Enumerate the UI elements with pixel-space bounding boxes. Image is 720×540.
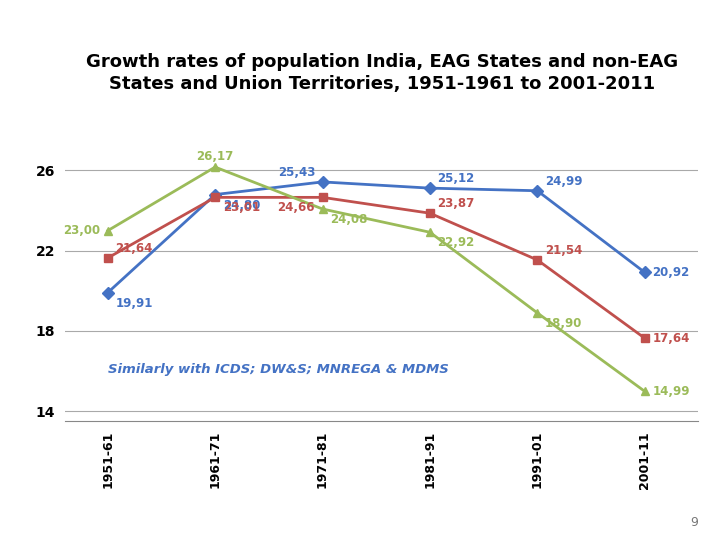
EAG xyxy=(533,187,541,194)
India xyxy=(211,194,220,200)
Line: Non EAG: Non EAG xyxy=(104,163,649,395)
India xyxy=(640,335,649,341)
Text: 19,91: 19,91 xyxy=(115,296,153,309)
Text: 24,08: 24,08 xyxy=(330,213,367,226)
Text: 26,17: 26,17 xyxy=(197,151,234,164)
Text: 9: 9 xyxy=(690,516,698,529)
Text: 18,90: 18,90 xyxy=(545,317,582,330)
Text: 23,00: 23,00 xyxy=(63,224,100,237)
Text: 17,64: 17,64 xyxy=(652,332,690,345)
Text: 25,43: 25,43 xyxy=(278,166,315,179)
Text: Similarly with ICDS; DW&S; MNREGA & MDMS: Similarly with ICDS; DW&S; MNREGA & MDMS xyxy=(108,363,449,376)
Non EAG xyxy=(533,309,541,316)
EAG xyxy=(426,185,434,191)
Non EAG xyxy=(211,164,220,170)
India xyxy=(426,210,434,217)
Text: 14,99: 14,99 xyxy=(652,385,690,398)
Text: 22,92: 22,92 xyxy=(438,237,474,249)
EAG xyxy=(211,191,220,198)
Non EAG xyxy=(318,206,327,212)
India xyxy=(533,256,541,263)
Text: Growth rates of population India, EAG States and non-EAG: Growth rates of population India, EAG St… xyxy=(86,53,678,71)
Non EAG xyxy=(426,229,434,235)
Text: 25,12: 25,12 xyxy=(438,172,474,185)
Text: 23,01: 23,01 xyxy=(222,201,260,214)
EAG xyxy=(640,269,649,275)
EAG xyxy=(104,289,112,296)
Text: 23,87: 23,87 xyxy=(438,197,474,210)
EAG xyxy=(318,179,327,185)
Text: 24,66: 24,66 xyxy=(277,201,315,214)
Text: 24,80: 24,80 xyxy=(222,199,260,212)
Text: 21,64: 21,64 xyxy=(115,242,153,255)
Text: 21,54: 21,54 xyxy=(545,244,582,257)
Text: States and Union Territories, 1951-1961 to 2001-2011: States and Union Territories, 1951-1961 … xyxy=(109,75,654,93)
Non EAG xyxy=(640,388,649,395)
Line: EAG: EAG xyxy=(104,178,649,297)
Text: 24,99: 24,99 xyxy=(545,175,582,188)
Line: India: India xyxy=(104,193,649,342)
India xyxy=(104,255,112,261)
Non EAG xyxy=(104,227,112,234)
Text: 20,92: 20,92 xyxy=(652,266,690,279)
India xyxy=(318,194,327,200)
